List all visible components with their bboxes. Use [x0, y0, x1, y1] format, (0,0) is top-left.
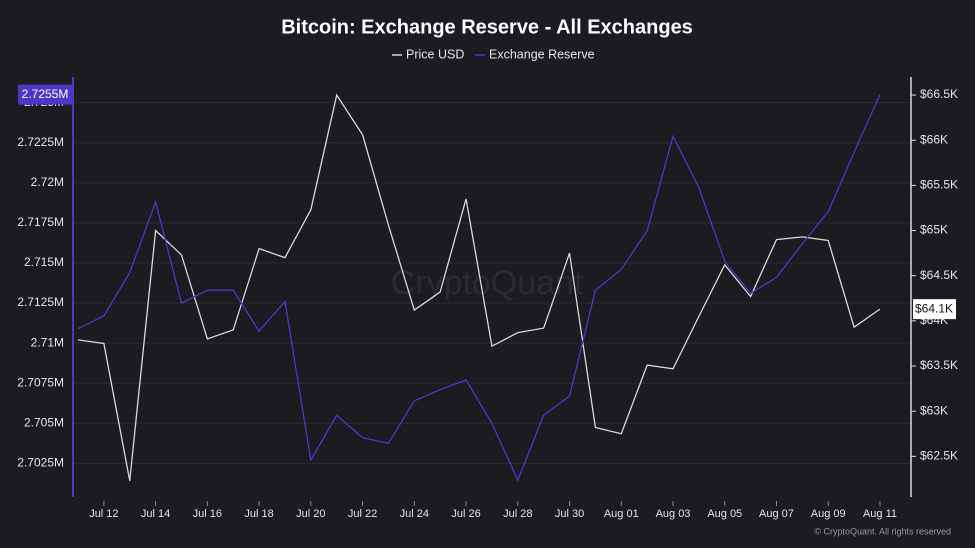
line-series: [77, 93, 881, 481]
x-tick-label: Jul 24: [400, 508, 429, 520]
y2-tick-label: $66.5K: [920, 87, 958, 101]
x-tick-label: Aug 11: [863, 508, 897, 520]
x-tick-label: Jul 20: [296, 508, 325, 520]
y-tick-label: 2.7025M: [17, 456, 64, 470]
x-tick-label: Jul 26: [451, 508, 480, 520]
y2-tick-label: $64.5K: [920, 268, 958, 282]
watermark: CryptoQuant: [391, 264, 584, 302]
y-tick-label: 2.7175M: [17, 215, 64, 229]
x-tick-label: Aug 03: [656, 508, 691, 520]
y-tick-label: 2.7125M: [17, 295, 64, 309]
y2-tick-label: $66K: [920, 132, 948, 146]
chart-title: Bitcoin: Exchange Reserve - All Exchange…: [281, 16, 693, 38]
y-tick-label: 2.7225M: [17, 135, 64, 149]
y-tick-label: 2.715M: [24, 255, 64, 269]
y-tick-label: 2.7075M: [17, 375, 64, 389]
current-value-label: $64.1K: [915, 301, 953, 315]
x-tick-label: Jul 12: [89, 508, 118, 520]
x-tick-label: Aug 07: [759, 508, 794, 520]
y2-tick-label: $62.5K: [920, 449, 958, 463]
y2-tick-label: $63K: [920, 403, 948, 417]
x-tick-label: Jul 18: [244, 508, 273, 520]
x-tick-label: Jul 14: [141, 508, 170, 520]
legend-label: Exchange Reserve: [489, 47, 595, 61]
line-series: [77, 94, 881, 482]
y-tick-label: 2.71M: [31, 335, 64, 349]
x-tick-label: Jul 16: [193, 508, 222, 520]
y2-tick-label: $65K: [920, 223, 948, 237]
legend-label: Price USD: [406, 47, 464, 61]
current-value-label: 2.7255M: [22, 87, 69, 101]
x-tick-label: Aug 09: [811, 508, 846, 520]
y-tick-label: 2.72M: [31, 175, 64, 189]
y2-tick-label: $65.5K: [920, 178, 958, 192]
y2-tick-label: $63.5K: [920, 358, 958, 372]
footer: © CryptoQuant. All rights reserved: [814, 526, 951, 536]
current-value-box: [913, 299, 956, 320]
y-tick-label: 2.705M: [24, 415, 64, 429]
x-tick-label: Jul 30: [555, 508, 584, 520]
x-tick-label: Aug 01: [604, 508, 639, 520]
x-tick-label: Jul 28: [503, 508, 532, 520]
current-value-box: [18, 84, 73, 105]
x-tick-label: Aug 05: [707, 508, 742, 520]
x-tick-label: Jul 22: [348, 508, 377, 520]
